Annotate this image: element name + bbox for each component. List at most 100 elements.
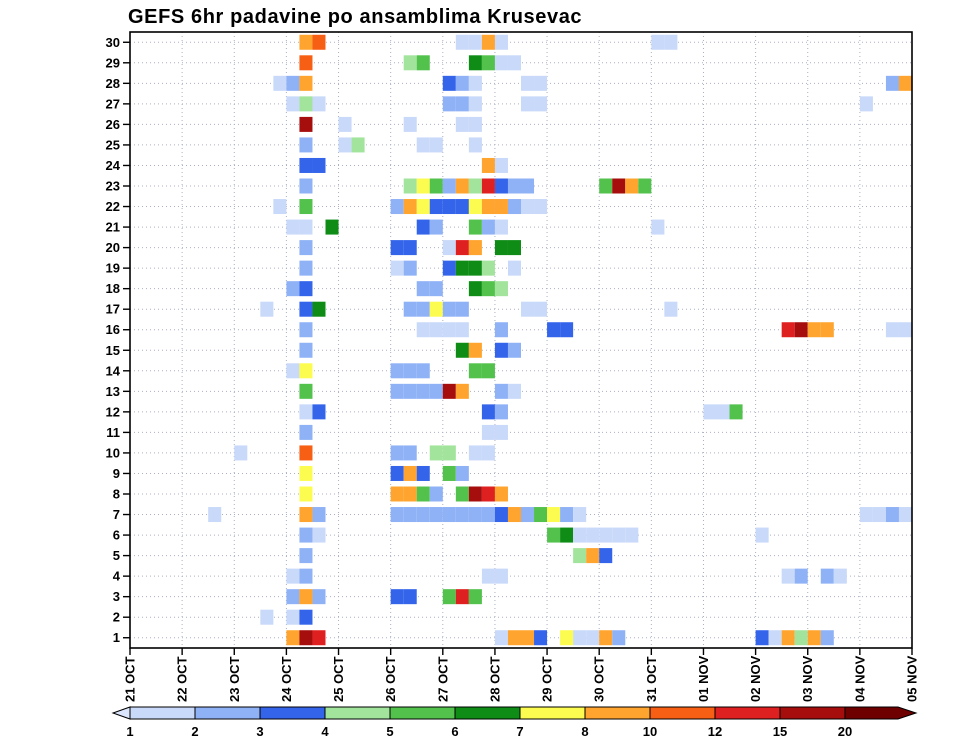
heatmap-cell bbox=[755, 630, 769, 646]
heatmap-cell bbox=[468, 55, 482, 71]
heatmap-cell bbox=[312, 404, 326, 420]
legend-label: 15 bbox=[773, 724, 787, 739]
heatmap-cell bbox=[547, 507, 561, 523]
heatmap-cell bbox=[781, 630, 795, 646]
heatmap-cell bbox=[481, 178, 495, 194]
heatmap-cell bbox=[403, 507, 417, 523]
heatmap-cell bbox=[416, 363, 430, 379]
heatmap-cell bbox=[312, 301, 326, 317]
heatmap-cell bbox=[299, 219, 313, 235]
heatmap-cell bbox=[481, 55, 495, 71]
heatmap-cell bbox=[442, 445, 456, 461]
heatmap-cell bbox=[403, 301, 417, 317]
plot-frame bbox=[129, 31, 913, 649]
heatmap-cell bbox=[481, 568, 495, 584]
heatmap-cell bbox=[416, 301, 430, 317]
heatmap-cell bbox=[403, 589, 417, 605]
heatmap-cell bbox=[481, 404, 495, 420]
heatmap-cell bbox=[403, 486, 417, 502]
heatmap-cell bbox=[820, 630, 834, 646]
heatmap-cell bbox=[468, 281, 482, 297]
legend-label: 4 bbox=[321, 724, 329, 739]
heatmap-cell bbox=[403, 116, 417, 132]
heatmap-cell bbox=[807, 322, 821, 338]
heatmap-cell bbox=[416, 507, 430, 523]
y-tick-label: 27 bbox=[106, 96, 120, 111]
heatmap-cell bbox=[664, 34, 678, 50]
x-tick-label: 31 OCT bbox=[644, 656, 659, 702]
heatmap-cell bbox=[455, 301, 469, 317]
heatmap-cell bbox=[442, 301, 456, 317]
heatmap-cell bbox=[494, 219, 508, 235]
heatmap-cell bbox=[481, 424, 495, 440]
heatmap-cell bbox=[299, 424, 313, 440]
heatmap-cell bbox=[416, 322, 430, 338]
heatmap-cell bbox=[468, 260, 482, 276]
x-tick-label: 29 OCT bbox=[540, 656, 555, 702]
heatmap-cell bbox=[494, 199, 508, 215]
heatmap-cell bbox=[325, 219, 339, 235]
heatmap-cell bbox=[507, 178, 521, 194]
heatmap-cell bbox=[455, 260, 469, 276]
y-tick-label: 14 bbox=[106, 363, 121, 378]
heatmap-cell bbox=[599, 630, 613, 646]
heatmap-cell bbox=[534, 507, 548, 523]
legend-arrow-left bbox=[111, 706, 131, 720]
heatmap-cell bbox=[208, 507, 222, 523]
heatmap-cell bbox=[416, 55, 430, 71]
heatmap-cell bbox=[507, 260, 521, 276]
heatmap-cell bbox=[521, 301, 535, 317]
heatmap-cell bbox=[494, 342, 508, 358]
heatmap-cell bbox=[286, 630, 300, 646]
heatmap-cell bbox=[481, 260, 495, 276]
heatmap-cell bbox=[455, 240, 469, 256]
heatmap-cell bbox=[312, 527, 326, 543]
heatmap-cell bbox=[312, 96, 326, 112]
y-tick-label: 18 bbox=[106, 281, 120, 296]
heatmap-cell bbox=[481, 445, 495, 461]
heatmap-cell bbox=[390, 486, 404, 502]
y-tick-label: 6 bbox=[113, 528, 120, 543]
x-tick-label: 05 NOV bbox=[905, 655, 920, 702]
legend-label: 1 bbox=[126, 724, 133, 739]
y-tick-label: 21 bbox=[106, 220, 120, 235]
heatmap-cell bbox=[390, 240, 404, 256]
heatmap-cell bbox=[390, 589, 404, 605]
heatmap-cell bbox=[442, 465, 456, 481]
heatmap-cell bbox=[507, 630, 521, 646]
heatmap-cell bbox=[651, 219, 665, 235]
heatmap-cell bbox=[494, 424, 508, 440]
heatmap-cell bbox=[521, 630, 535, 646]
legend-segment bbox=[194, 706, 261, 720]
heatmap-cell bbox=[442, 96, 456, 112]
y-tick-label: 1 bbox=[113, 630, 120, 645]
heatmap-cell bbox=[612, 527, 626, 543]
heatmap-cell bbox=[612, 178, 626, 194]
heatmap-cell bbox=[416, 219, 430, 235]
x-tick-label: 22 OCT bbox=[175, 656, 190, 702]
heatmap-cell bbox=[403, 445, 417, 461]
x-tick-label: 27 OCT bbox=[435, 656, 450, 702]
heatmap-cell bbox=[468, 240, 482, 256]
heatmap-cell bbox=[299, 568, 313, 584]
legend-segment bbox=[259, 706, 326, 720]
heatmap-cell bbox=[442, 383, 456, 399]
heatmap-cell bbox=[468, 199, 482, 215]
heatmap-cell bbox=[521, 199, 535, 215]
heatmap-cell bbox=[885, 507, 899, 523]
legend-label: 12 bbox=[708, 724, 722, 739]
heatmap-cell bbox=[299, 75, 313, 91]
heatmap-cell bbox=[416, 383, 430, 399]
legend-segment bbox=[714, 706, 781, 720]
heatmap-cell bbox=[260, 609, 274, 625]
heatmap-cell bbox=[481, 281, 495, 297]
heatmap-cell bbox=[390, 260, 404, 276]
heatmap-cell bbox=[534, 96, 548, 112]
heatmap-cell bbox=[312, 630, 326, 646]
heatmap-cell bbox=[455, 178, 469, 194]
heatmap-cell bbox=[494, 630, 508, 646]
heatmap-cell bbox=[507, 342, 521, 358]
heatmap-cell bbox=[442, 178, 456, 194]
heatmap-cell bbox=[755, 527, 769, 543]
